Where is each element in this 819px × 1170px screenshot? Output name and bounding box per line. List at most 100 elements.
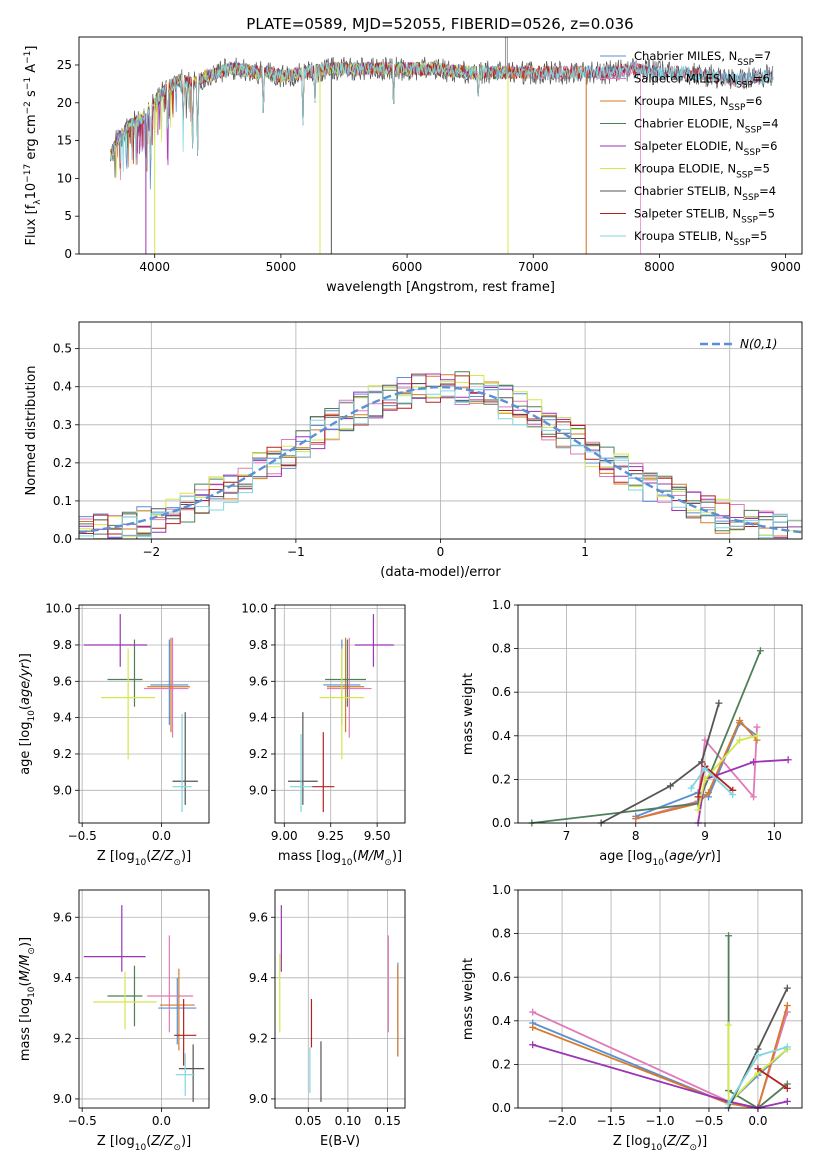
weight-point-marker	[687, 784, 695, 792]
y-tick-label: 10.0	[45, 602, 72, 616]
weight-point-marker	[754, 1065, 762, 1073]
y-tick-label: 0.3	[53, 418, 72, 432]
weight-point-marker	[784, 756, 792, 764]
x-tick-label: 8000	[644, 260, 675, 274]
y-tick-label: 0.2	[53, 456, 72, 470]
histograms	[79, 371, 802, 539]
y-axis-label: mass weight	[461, 958, 476, 1040]
x-axis-label: E(B-V)	[320, 1134, 360, 1149]
weight-point-marker	[701, 765, 709, 772]
plot-frame	[517, 889, 803, 1109]
panels: 4000 5000 6000 7000 8000 90000510152025Chabri…	[18, 36, 803, 1153]
x-tick-label: 9.25	[317, 829, 344, 843]
age_vs_mass-panel: 9.00 9.25 9.50 9.0 9.2 9.4 9.6 9.8 10.0 mass [log…	[241, 602, 406, 868]
weight-series-line	[697, 758, 789, 824]
y-tick-label: 0.8	[492, 927, 511, 941]
weight-series-line	[727, 935, 788, 1110]
x-tick-label: 0.0	[748, 1114, 767, 1128]
x-axis-label: wavelength [Angstrom, rest frame]	[326, 280, 555, 295]
weight-point-marker	[698, 758, 706, 766]
x-axis-label: Z [log10(Z/Z⊙)]	[97, 849, 191, 868]
x-tick-label: 9000	[770, 260, 801, 274]
weight-series-line	[532, 1005, 789, 1110]
y-tick-label: 0.6	[492, 685, 511, 699]
x-tick-label: −2.0	[547, 1114, 576, 1128]
x-tick-label: 6000	[392, 260, 423, 274]
x-tick-label: 7000	[518, 260, 549, 274]
legend-label: Salpeter MILES, NSSP=6	[634, 72, 770, 91]
legend-label: Salpeter STELIB, NSSP=5	[634, 207, 775, 226]
histogram-series	[79, 373, 802, 539]
weight-point-marker	[750, 758, 758, 766]
legend-label: Chabrier ELODIE, NSSP=4	[634, 117, 779, 136]
weight-point-marker	[783, 984, 791, 992]
x-tick-label: 0.0	[152, 1114, 171, 1128]
weight-point-marker	[529, 1008, 537, 1016]
y-tick-label: 9.2	[249, 1031, 268, 1045]
y-tick-label: 9.0	[53, 783, 72, 797]
plot-frame	[78, 321, 803, 540]
weight-point-marker	[694, 806, 702, 814]
spectrum-lines	[110, 37, 774, 254]
histogram-series	[79, 385, 802, 539]
y-tick-label: 0.0	[492, 816, 511, 830]
plot-frame	[78, 604, 210, 824]
y-tick-label: 0.6	[492, 970, 511, 984]
gaussian-curve	[79, 385, 802, 534]
weight-point-marker	[756, 647, 764, 655]
y-tick-label: 0.0	[492, 1101, 511, 1115]
weight-point-marker	[666, 782, 674, 790]
y-tick-label: 5	[64, 209, 72, 223]
y-tick-label: 9.0	[249, 783, 268, 797]
y-tick-label: 0.5	[53, 342, 72, 356]
weight-point-marker	[750, 793, 758, 801]
x-axis-label: Z [log10(Z/Z⊙)]	[613, 1134, 707, 1153]
weight-point-marker	[725, 932, 733, 940]
mass_vs_z-panel: −0.5 0.0 9.0 9.2 9.4 9.6 Z [log10(Z/Z⊙)] mass […	[18, 889, 210, 1153]
y-tick-label: 9.8	[53, 638, 72, 652]
plot-frame	[517, 604, 803, 824]
legend-label: Chabrier STELIB, NSSP=4	[634, 184, 776, 203]
y-tick-label: 1.0	[492, 883, 511, 897]
x-axis-label: (data-model)/error	[380, 565, 501, 580]
x-tick-label: 9.00	[271, 829, 298, 843]
y-tick-label: 1.0	[492, 598, 511, 612]
y-axis-label: Normed distribution	[24, 366, 39, 496]
x-tick-label: 8	[632, 829, 640, 843]
x-tick-label: 4000	[139, 260, 170, 274]
age_vs_z-panel: −0.5 0.0 9.0 9.2 9.4 9.6 9.8 10.0 Z [log10(Z/Z⊙)…	[18, 602, 210, 868]
y-tick-label: 0.4	[53, 380, 72, 394]
x-axis-label: age [log10(age/yr)]	[599, 849, 721, 868]
x-tick-label: −0.5	[694, 1114, 723, 1128]
plot-frame	[274, 604, 406, 824]
y-tick-label: 9.4	[249, 971, 268, 985]
histogram-series	[79, 383, 802, 539]
weight-point-marker	[729, 791, 737, 799]
y-tick-label: 15	[57, 134, 72, 148]
y-tick-label: 0.1	[53, 494, 72, 508]
weight_vs_z-panel: −2.0 −1.5 −1.0 −0.5 0.0 0.0 0.2 0.4 0.6 0.8 1.0 Z […	[461, 883, 803, 1153]
y-tick-label: 9.4	[53, 711, 72, 725]
y-tick-label: 10	[57, 171, 72, 185]
weight-series-line	[757, 1068, 788, 1090]
weight-point-marker	[783, 1097, 791, 1105]
x-tick-label: 2	[726, 545, 734, 559]
y-tick-label: 9.6	[53, 910, 72, 924]
weight-series-line	[532, 1043, 788, 1109]
weight-point-marker	[725, 1021, 733, 1029]
y-tick-label: 9.6	[53, 674, 72, 688]
weight-point-marker	[753, 723, 761, 731]
y-tick-label: 9.6	[249, 910, 268, 924]
x-tick-label: −2	[142, 545, 160, 559]
x-tick-label: 0.15	[374, 1114, 401, 1128]
y-tick-label: 0	[64, 247, 72, 261]
x-tick-label: 9.50	[364, 829, 391, 843]
weight-point-marker	[754, 1045, 762, 1053]
y-tick-label: 0.8	[492, 642, 511, 656]
y-tick-label: 9.2	[53, 747, 72, 761]
weight-point-marker	[754, 1052, 762, 1060]
mass_vs_ebv-panel: 0.05 0.10 0.15 9.0 9.2 9.4 9.6 E(B-V)	[249, 889, 406, 1149]
legend-label: Salpeter ELODIE, NSSP=6	[634, 139, 777, 158]
weight-point-marker	[632, 815, 640, 823]
